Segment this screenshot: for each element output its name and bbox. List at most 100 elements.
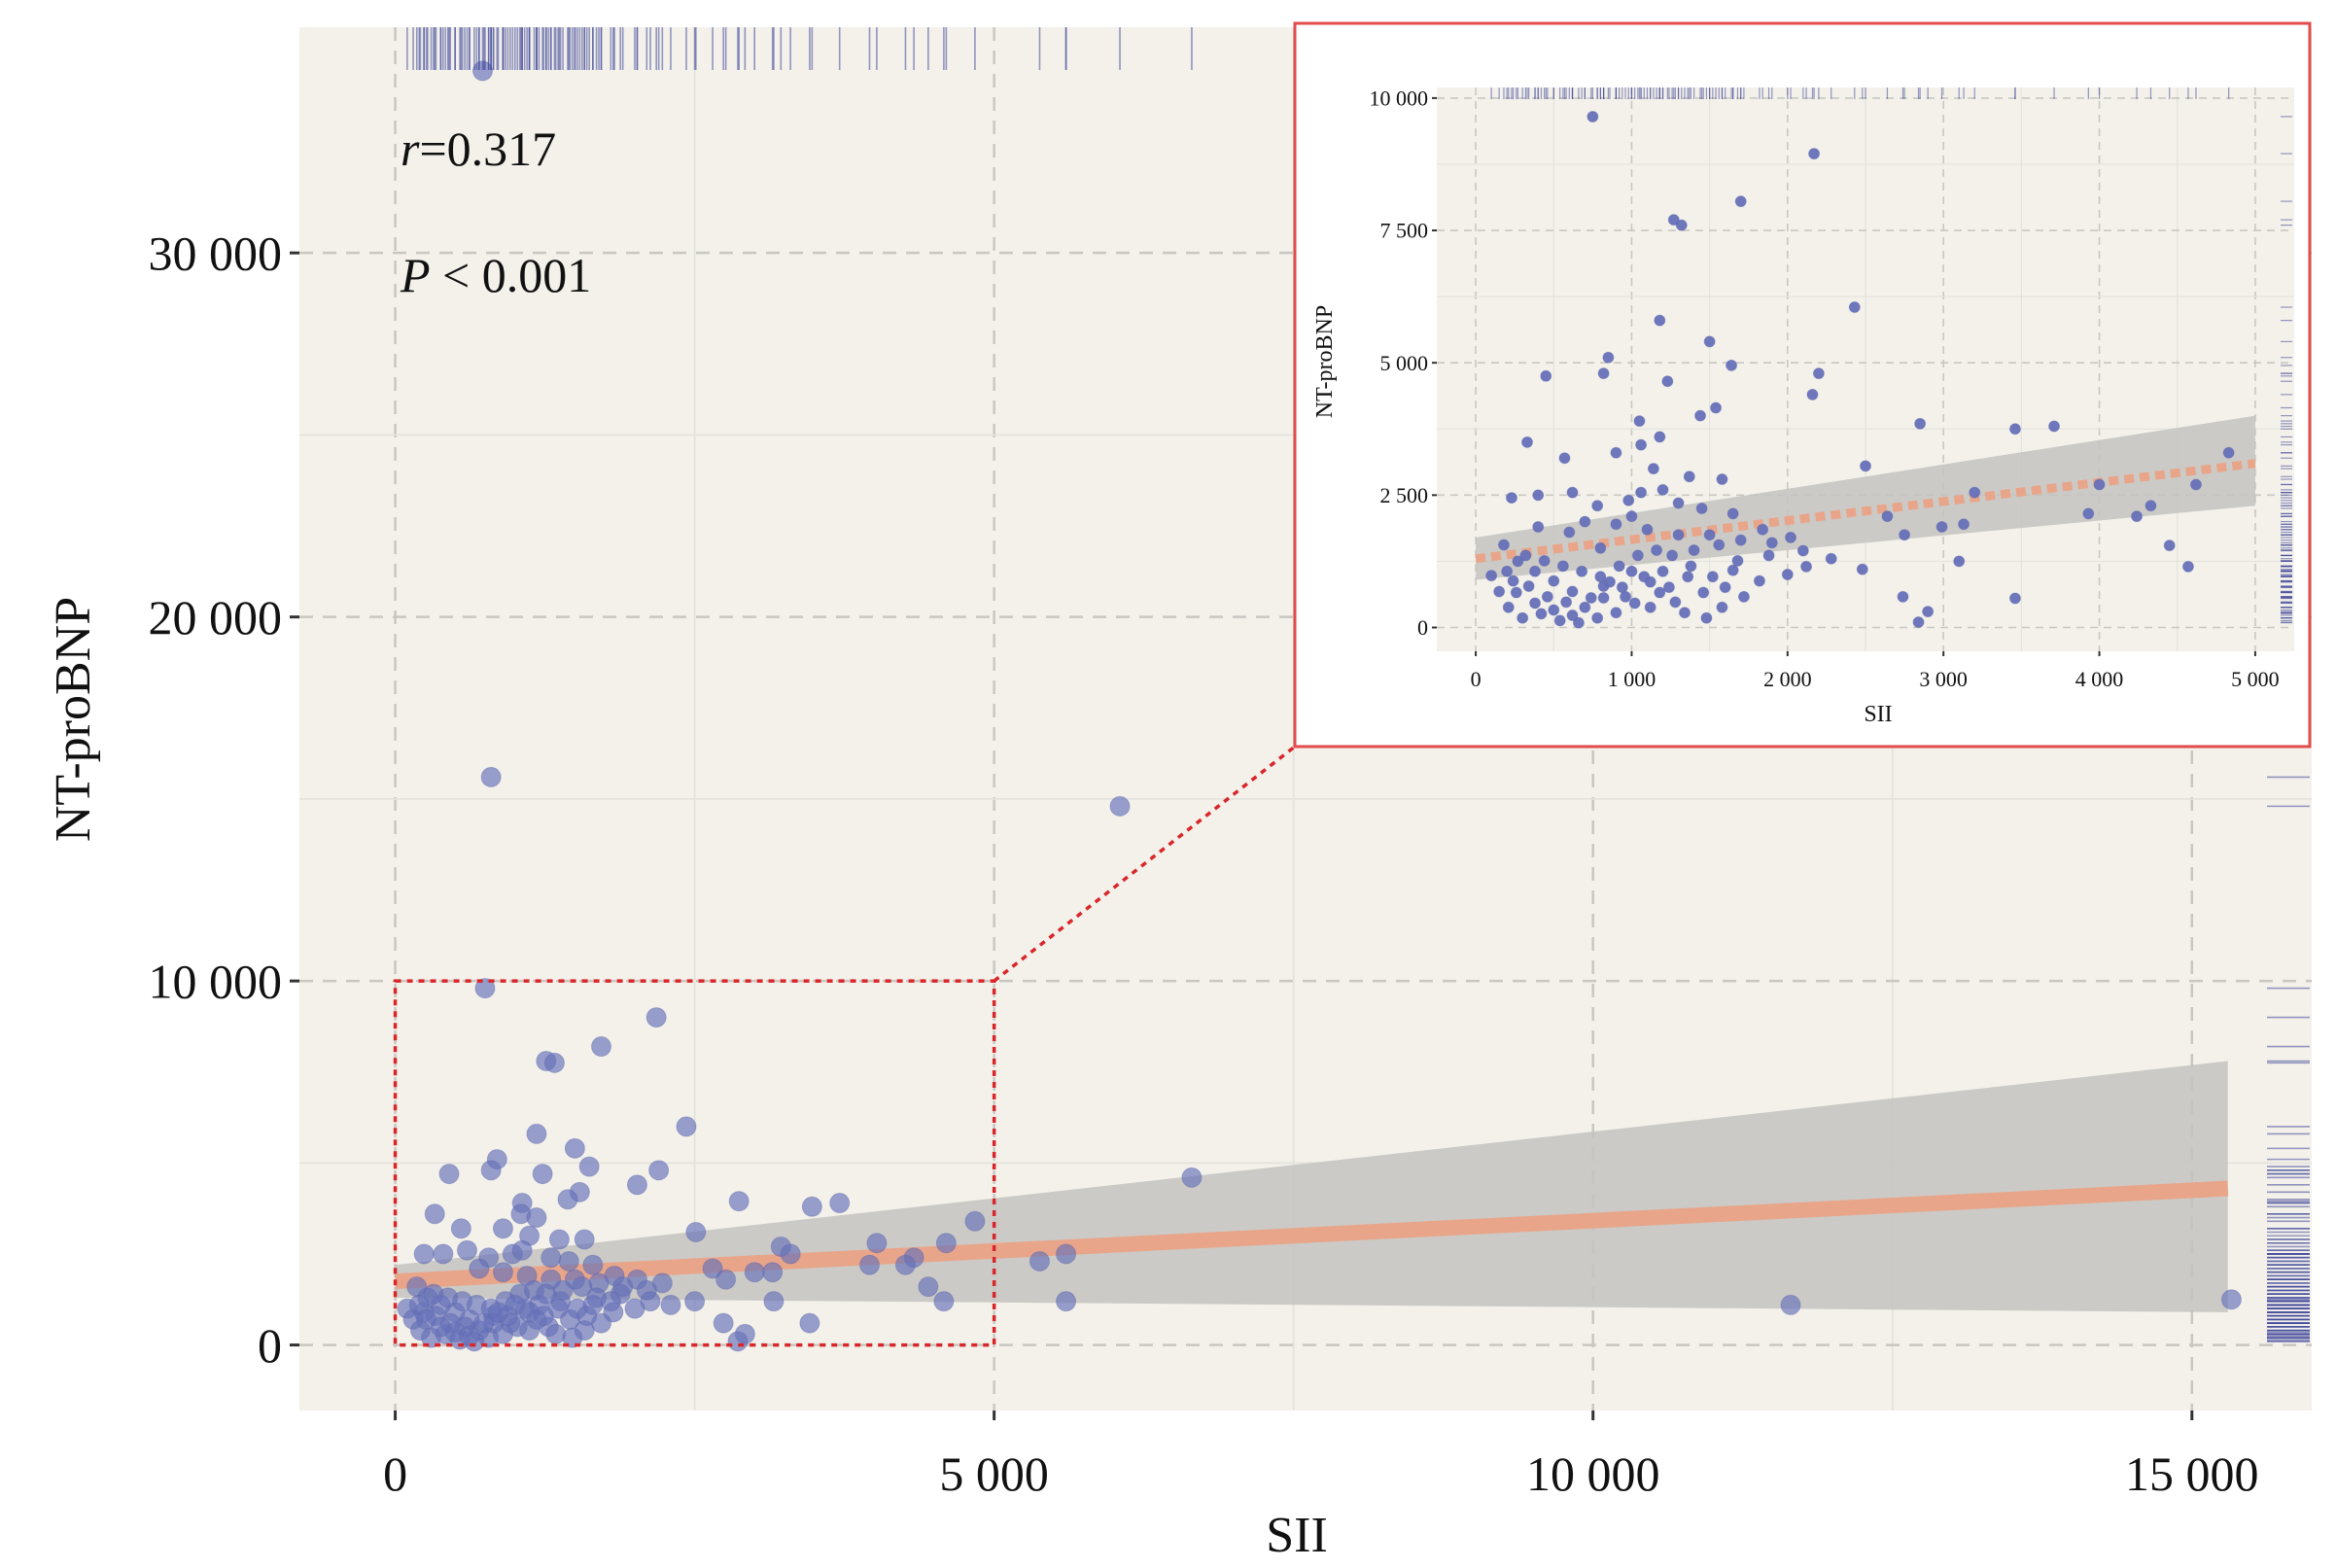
- data-point: [715, 1269, 737, 1290]
- data-point: [1560, 596, 1573, 609]
- data-point: [1678, 607, 1691, 619]
- data-point: [801, 1196, 822, 1217]
- y-tick-label: 30 000: [149, 226, 283, 281]
- main-points: [397, 60, 2242, 1352]
- data-point: [702, 1258, 723, 1279]
- data-point: [1604, 575, 1617, 588]
- main-x-axis-title: SII: [1266, 1508, 1328, 1563]
- data-point: [526, 1207, 547, 1229]
- data-point: [1897, 590, 1909, 603]
- data-point: [2189, 478, 2202, 491]
- data-point: [469, 1258, 490, 1279]
- correlation-annotation: r=0.317: [401, 122, 556, 176]
- x-tick-label: 2 000: [1763, 667, 1812, 691]
- data-point: [2222, 446, 2235, 459]
- data-point: [727, 1331, 749, 1352]
- main-x-ticks: 0 5 000 10 000 15 000: [383, 1411, 2259, 1501]
- data-point: [1969, 486, 1981, 499]
- data-point: [933, 1291, 955, 1312]
- data-point: [1703, 529, 1716, 541]
- data-point: [1586, 110, 1599, 122]
- data-point: [1667, 214, 1680, 226]
- y-tick-label: 5 000: [1380, 351, 1429, 375]
- data-point: [492, 1262, 513, 1283]
- y-tick-label: 20 000: [149, 590, 283, 645]
- data-point: [1540, 369, 1552, 382]
- data-point: [1553, 614, 1566, 627]
- data-point: [1532, 489, 1545, 502]
- data-point: [2082, 507, 2095, 520]
- data-point: [1566, 486, 1579, 499]
- x-tick-label: 15 000: [2125, 1446, 2259, 1501]
- data-point: [1566, 609, 1579, 621]
- data-point: [424, 1203, 445, 1225]
- inset-points: [1485, 110, 2235, 629]
- data-point: [1716, 601, 1728, 613]
- data-point: [492, 1218, 513, 1239]
- data-point: [1502, 601, 1515, 613]
- data-point: [1912, 616, 1925, 629]
- data-point: [1597, 367, 1610, 380]
- data-point: [1700, 611, 1713, 624]
- data-point: [624, 1298, 645, 1319]
- data-point: [1635, 486, 1648, 499]
- data-point: [1517, 611, 1529, 624]
- data-point: [1548, 575, 1560, 587]
- data-point: [1558, 452, 1571, 465]
- data-point: [1672, 529, 1685, 541]
- data-point: [1808, 148, 1821, 160]
- inset-scatter-chart: 0 1 000 2 000 3 000 4 000 5 000 0 2 500 5 000 7 …: [1293, 21, 2312, 749]
- data-point: [1656, 565, 1669, 577]
- data-point: [1485, 570, 1498, 582]
- x-tick-label: 0: [383, 1446, 407, 1501]
- data-point: [859, 1254, 880, 1275]
- data-point: [433, 1243, 454, 1265]
- data-point: [543, 1052, 565, 1073]
- y-tick-label: 0: [258, 1318, 282, 1373]
- main-y-ticks: 0 10 000 20 000 30 000: [149, 226, 299, 1373]
- data-point: [1683, 470, 1695, 483]
- data-point: [1563, 526, 1576, 539]
- data-point: [474, 978, 496, 999]
- x-tick-label: 5 000: [2231, 667, 2280, 691]
- data-point: [1697, 586, 1710, 599]
- data-point: [591, 1036, 611, 1058]
- data-point: [1881, 510, 1894, 523]
- data-point: [1594, 571, 1607, 583]
- data-point: [1656, 483, 1669, 496]
- data-point: [1731, 554, 1744, 567]
- data-point: [1585, 591, 1597, 604]
- data-point: [450, 1218, 471, 1239]
- data-point: [1666, 549, 1679, 562]
- data-point: [1641, 523, 1654, 536]
- y-tick-label: 10 000: [149, 955, 283, 1009]
- data-point: [1512, 555, 1524, 568]
- data-point: [1765, 537, 1778, 549]
- data-point: [918, 1276, 939, 1298]
- data-point: [1507, 575, 1519, 587]
- data-point: [1825, 552, 1837, 565]
- x-tick-label: 3 000: [1919, 667, 1968, 691]
- data-point: [1579, 515, 1591, 528]
- data-point: [1685, 560, 1697, 573]
- data-point: [713, 1312, 734, 1334]
- data-point: [1899, 529, 1911, 541]
- data-point: [1572, 616, 1585, 629]
- data-point: [488, 1302, 509, 1323]
- data-point: [1056, 1291, 1077, 1312]
- data-point: [545, 1323, 567, 1344]
- data-point: [763, 1291, 784, 1312]
- data-point: [684, 1291, 706, 1312]
- data-point: [1493, 585, 1506, 598]
- regression-line: [1475, 459, 2256, 564]
- data-point: [1672, 497, 1685, 509]
- data-point: [1610, 518, 1622, 531]
- p-symbol: P: [400, 248, 431, 302]
- data-point: [1625, 565, 1638, 577]
- data-point: [866, 1233, 888, 1254]
- data-point: [1785, 531, 1797, 543]
- data-point: [2048, 420, 2061, 433]
- data-point: [1669, 596, 1682, 609]
- data-point: [1056, 1243, 1077, 1265]
